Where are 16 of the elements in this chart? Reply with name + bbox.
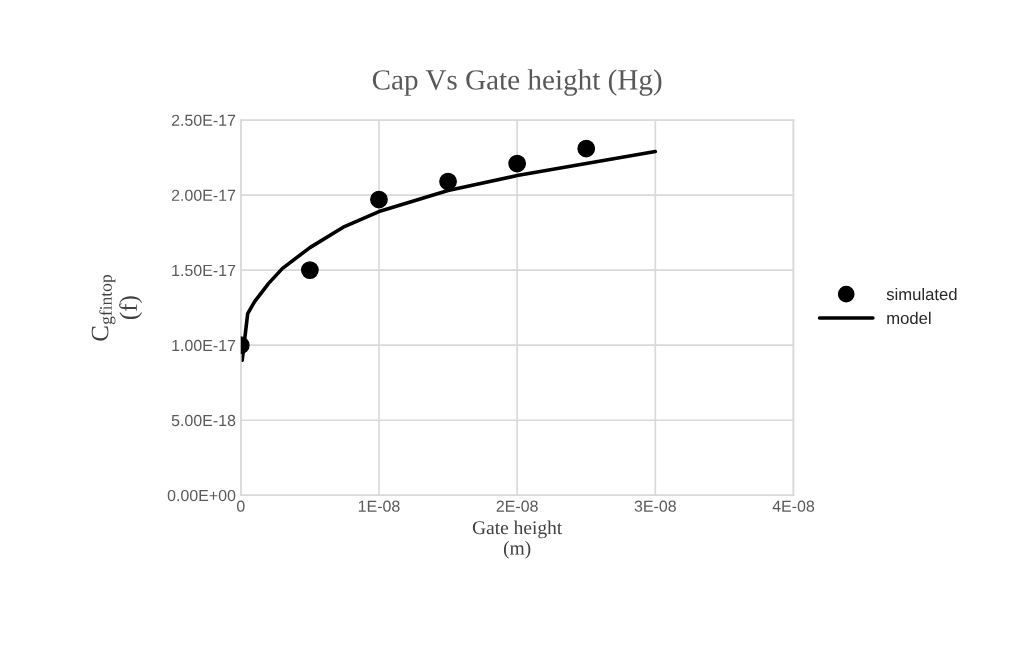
x-tick-label: 4E-08 [772, 500, 815, 512]
y-tick-label: 1.50E-17 [172, 264, 236, 277]
y-axis-title: C$_{gfintop}$ (f) [91, 275, 143, 341]
y-tick-label: 0.00E+00 [167, 489, 236, 502]
legend-label: simulated [886, 287, 957, 301]
x-tick-label: 2E-08 [496, 500, 538, 512]
y-tick-label: 2.50E-17 [171, 114, 236, 126]
x-tick-label: 0 [236, 500, 245, 512]
chart-title: Cap Vs Gate height (Hg) [372, 69, 662, 96]
x-tick-label: 1E-08 [358, 500, 400, 512]
y-tick-label: 1.00E-17 [172, 339, 236, 352]
x-axis-title: Gate height (m) [472, 520, 563, 559]
x-tick-label: 3E-08 [634, 500, 676, 512]
y-tick-label: 2.00E-17 [171, 189, 236, 201]
y-tick-label: 5.00E-18 [171, 414, 236, 427]
legend-label: model [887, 311, 931, 325]
